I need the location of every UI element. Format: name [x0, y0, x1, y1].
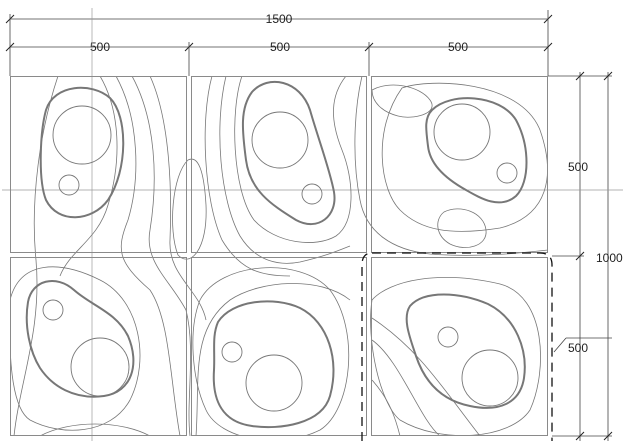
large-circle	[461, 349, 519, 407]
dimension-tick	[575, 251, 585, 261]
row-2-height-label: 500	[568, 341, 588, 355]
tile-grid	[10, 76, 548, 436]
tile-r1-c1	[10, 76, 187, 253]
contour-line	[195, 283, 351, 436]
dimension-tick	[5, 42, 15, 52]
small-circle	[301, 183, 323, 205]
large-circle	[433, 103, 491, 161]
bold-contour-outline	[39, 86, 125, 219]
tile-r1-c3	[371, 76, 548, 253]
contour-line	[354, 76, 548, 256]
contour-line	[13, 76, 59, 436]
dimension-tick	[543, 42, 553, 52]
contour-field	[10, 76, 548, 436]
contour-line	[381, 82, 548, 232]
dimension-tick	[603, 431, 613, 441]
dimension-tick	[603, 71, 613, 81]
contour-line	[371, 379, 401, 436]
row-1-height-label: 500	[568, 160, 588, 174]
large-circle	[70, 337, 130, 397]
contour-line	[172, 158, 207, 260]
small-circle	[437, 326, 459, 348]
leader-line	[553, 337, 567, 353]
highlighted-tile-outline	[361, 252, 553, 441]
contour-line	[192, 267, 350, 436]
bold-contour-outline	[425, 97, 528, 204]
tile-r1-c2	[191, 76, 367, 253]
contour-line	[131, 76, 191, 436]
small-circle	[42, 299, 64, 321]
contour-line	[115, 76, 181, 436]
bold-contour-outline	[212, 300, 335, 429]
large-circle	[251, 111, 309, 169]
contour-line	[371, 317, 481, 436]
contour-line	[59, 76, 118, 277]
tile-r2-c2	[191, 257, 367, 436]
right-dimensions: 500 500 1000	[548, 71, 623, 441]
column-2-width-label: 500	[270, 40, 290, 54]
contour-line	[437, 208, 487, 248]
total-width-label: 1500	[266, 12, 293, 26]
small-circle	[58, 174, 80, 196]
small-circle	[496, 162, 518, 184]
contour-line	[204, 76, 291, 277]
dimension-tick	[575, 431, 585, 441]
tile-r2-c1	[10, 257, 187, 436]
contour-line	[10, 266, 141, 431]
total-height-label: 1000	[596, 251, 623, 265]
top-dimensions: 1500 500 500 500	[5, 10, 553, 76]
contour-line	[370, 277, 541, 436]
contour-line	[371, 84, 433, 118]
contour-line	[219, 76, 351, 264]
tile-r2-c3	[371, 257, 548, 436]
contour-line	[234, 76, 352, 243]
large-circle	[52, 105, 112, 165]
contour-line	[371, 339, 441, 436]
column-3-width-label: 500	[448, 40, 468, 54]
large-circle	[245, 354, 303, 412]
bold-contour-outline	[405, 293, 526, 409]
bold-contour-outline	[241, 80, 336, 226]
small-circle	[221, 341, 243, 363]
contour-line	[39, 423, 151, 436]
column-1-width-label: 500	[90, 40, 110, 54]
bold-contour-outline	[25, 280, 135, 398]
contour-line	[149, 76, 207, 321]
dimension-tick	[575, 71, 585, 81]
